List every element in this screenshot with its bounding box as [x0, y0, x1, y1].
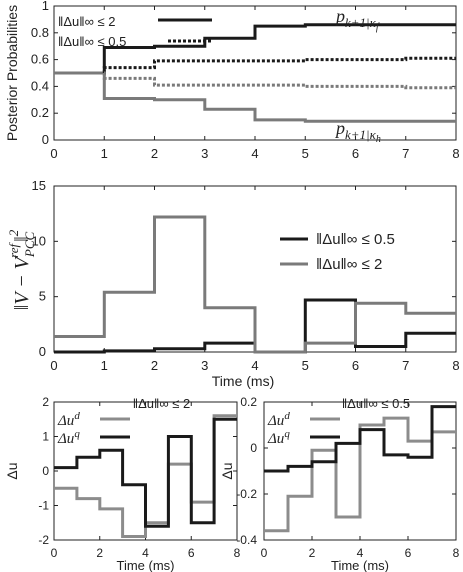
series-line-named-1: [54, 215, 456, 354]
legend-label: ‖Δu‖∞ ≤ 0.5: [316, 231, 395, 248]
series-line-unnamed-2: [54, 56, 456, 75]
x-axis-label: Time (ms): [331, 558, 389, 572]
legend-label: Δuq: [57, 428, 80, 447]
y-tick-label: 0: [39, 344, 46, 359]
legend-label: ‖Δu‖∞ ≤ 2: [316, 256, 382, 273]
legend-label: ‖Δu‖∞ ≤ 0.5: [58, 34, 126, 49]
x-tick-label: 3: [201, 146, 208, 161]
y-tick-label: -1: [38, 499, 49, 513]
y-tick-label: 15: [32, 178, 46, 193]
y-tick-label: 0.2: [31, 105, 49, 120]
x-tick-label: 3: [201, 358, 208, 373]
annotation-p-kappa-h: pk+1|κh: [334, 118, 381, 145]
y-tick-label: 10: [32, 233, 46, 248]
y-tick-label: 0: [42, 132, 49, 147]
y-tick-label: 1: [42, 430, 49, 444]
x-tick-label: 0: [51, 546, 58, 560]
x-tick-label: 4: [251, 146, 258, 161]
x-tick-label: 4: [142, 546, 149, 560]
x-tick-label: 4: [357, 546, 364, 560]
chart-panel-2: 0 2 4 6 8 -2 -1 0 1 2: [38, 395, 240, 560]
annotation-p-kappa-f: pk+1|κf: [334, 6, 380, 33]
legend: ‖Δu‖∞ ≤ 2 ‖Δu‖∞ ≤ 0.5: [58, 14, 212, 49]
x-tick-label: 5: [302, 358, 309, 373]
x-tick-label: 6: [188, 546, 195, 560]
y-axis-label: Δu: [4, 462, 20, 479]
x-tick-label: 8: [234, 546, 241, 560]
y-axis-label: ‖V − VPCCref‖2: [6, 229, 37, 310]
x-tick-label: 8: [453, 546, 460, 560]
y-tick-label: 0: [250, 441, 257, 455]
legend-label: Δuq: [267, 428, 290, 447]
x-tick-label: 8: [452, 358, 459, 373]
x-tick-label: 4: [251, 358, 258, 373]
y-tick-label: 5: [39, 289, 46, 304]
x-axis-label: Time (ms): [212, 373, 274, 389]
series-line-unnamed-1: [54, 71, 456, 123]
x-axis-label: Time (ms): [116, 558, 174, 572]
y-tick-label: 0: [42, 464, 49, 478]
y-tick-label: -2: [38, 533, 49, 547]
y-tick-label: 0.6: [31, 52, 49, 67]
x-tick-label: 0: [50, 146, 57, 161]
series-line-named-0: [264, 416, 456, 533]
y-tick-label: 2: [42, 395, 49, 409]
legend-label: ‖Δu‖∞ ≤ 2: [58, 14, 116, 29]
x-tick-label: 6: [352, 146, 359, 161]
y-axis-label: Δu: [219, 462, 235, 479]
x-tick-label: 0: [50, 358, 57, 373]
x-tick-label: 6: [352, 358, 359, 373]
y-axis-label: Posterior Probabilities: [4, 5, 20, 141]
legend: ‖Δu‖∞ ≤ 0.5 ‖Δu‖∞ ≤ 2: [280, 231, 395, 273]
x-tick-label: 8: [452, 146, 459, 161]
y-tick-label: 0.2: [240, 395, 257, 409]
series-line-named-0: [54, 414, 237, 538]
y-tick-label: 1: [42, 0, 49, 13]
x-tick-label: 7: [402, 358, 409, 373]
x-tick-label: 2: [151, 146, 158, 161]
y-tick-label: -0.2: [236, 487, 257, 501]
series-line-named-1: [264, 405, 456, 473]
chart-panel-0: 0 1 2 3 4 5 6 7 8 0 0.2 0.4 0.6 0.8 1: [31, 0, 460, 161]
series-line-named-1: [54, 417, 237, 528]
x-tick-label: 7: [402, 146, 409, 161]
chart-panel-3: 0 2 4 6 8-0.4-0.200.2: [236, 395, 459, 560]
x-tick-label: 1: [101, 146, 108, 161]
series-line-unnamed-0: [54, 23, 456, 75]
series-line-unnamed-3: [54, 71, 456, 90]
legend-label: Δud: [57, 410, 80, 429]
x-tick-label: 2: [309, 546, 316, 560]
x-tick-label: 2: [151, 358, 158, 373]
x-tick-label: 0: [261, 546, 268, 560]
y-tick-label: 0.4: [31, 78, 49, 93]
x-tick-label: 5: [302, 146, 309, 161]
x-tick-label: 1: [101, 358, 108, 373]
panel-title: ‖Δu‖∞ ≤ 2: [133, 396, 191, 411]
x-tick-label: 6: [405, 546, 412, 560]
y-tick-label: -0.4: [236, 533, 257, 547]
chart-panel-1: 0 1 2 3 4 5 6 7 8 0 5 10 15: [32, 178, 460, 373]
legend-label: Δud: [267, 410, 290, 429]
panel-title: ‖Δu‖∞ ≤ 0.5: [342, 396, 410, 411]
y-tick-label: 0.8: [31, 25, 49, 40]
x-tick-label: 2: [96, 546, 103, 560]
